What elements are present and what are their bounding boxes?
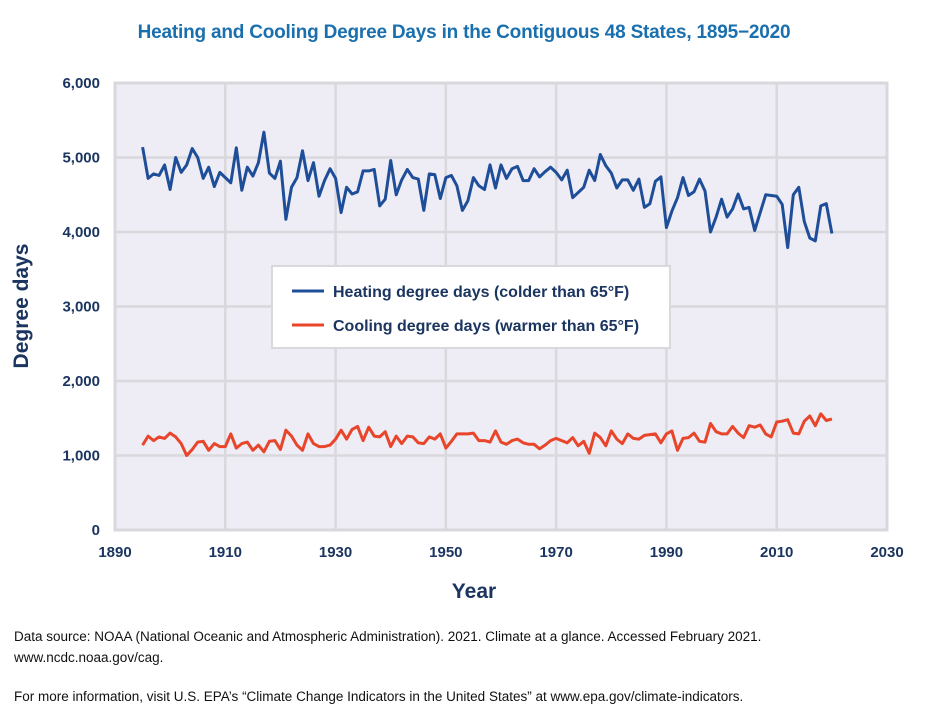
y-tick-label: 2,000 (62, 373, 100, 390)
x-axis: 1890 1910 1930 1950 1970 1990 2010 2030 (98, 544, 903, 561)
legend-label-cooling: Cooling degree days (warmer than 65°F) (333, 318, 639, 335)
x-tick-label: 1910 (209, 544, 242, 561)
x-tick-label: 1950 (429, 544, 462, 561)
chart-title: Heating and Cooling Degree Days in the C… (137, 22, 791, 43)
y-tick-label: 4,000 (62, 224, 100, 241)
x-tick-label: 2030 (870, 544, 903, 561)
y-tick-label: 6,000 (62, 75, 100, 92)
y-tick-label: 3,000 (62, 299, 100, 316)
x-tick-label: 1970 (539, 544, 572, 561)
x-tick-label: 1990 (650, 544, 683, 561)
y-tick-label: 1,000 (62, 448, 100, 465)
legend-label-heating: Heating degree days (colder than 65°F) (333, 284, 629, 301)
x-tick-label: 1930 (319, 544, 352, 561)
x-tick-label: 2010 (760, 544, 793, 561)
y-axis-title: Degree days (10, 244, 33, 369)
x-tick-label: 1890 (98, 544, 131, 561)
more-info-note: For more information, visit U.S. EPA’s “… (14, 689, 744, 704)
legend-box (271, 265, 671, 349)
y-tick-label: 5,000 (62, 150, 100, 167)
y-axis: 0 1,000 2,000 3,000 4,000 5,000 6,000 (62, 75, 100, 539)
series-line-cooling (141, 412, 833, 457)
y-tick-label: 0 (92, 522, 100, 539)
legend: Heating degree days (colder than 65°F) C… (271, 265, 671, 349)
data-source-note: Data source: NOAA (National Oceanic and … (14, 629, 762, 665)
series-lines (141, 130, 834, 457)
x-axis-title: Year (452, 580, 496, 603)
series-line-heating (141, 130, 834, 250)
